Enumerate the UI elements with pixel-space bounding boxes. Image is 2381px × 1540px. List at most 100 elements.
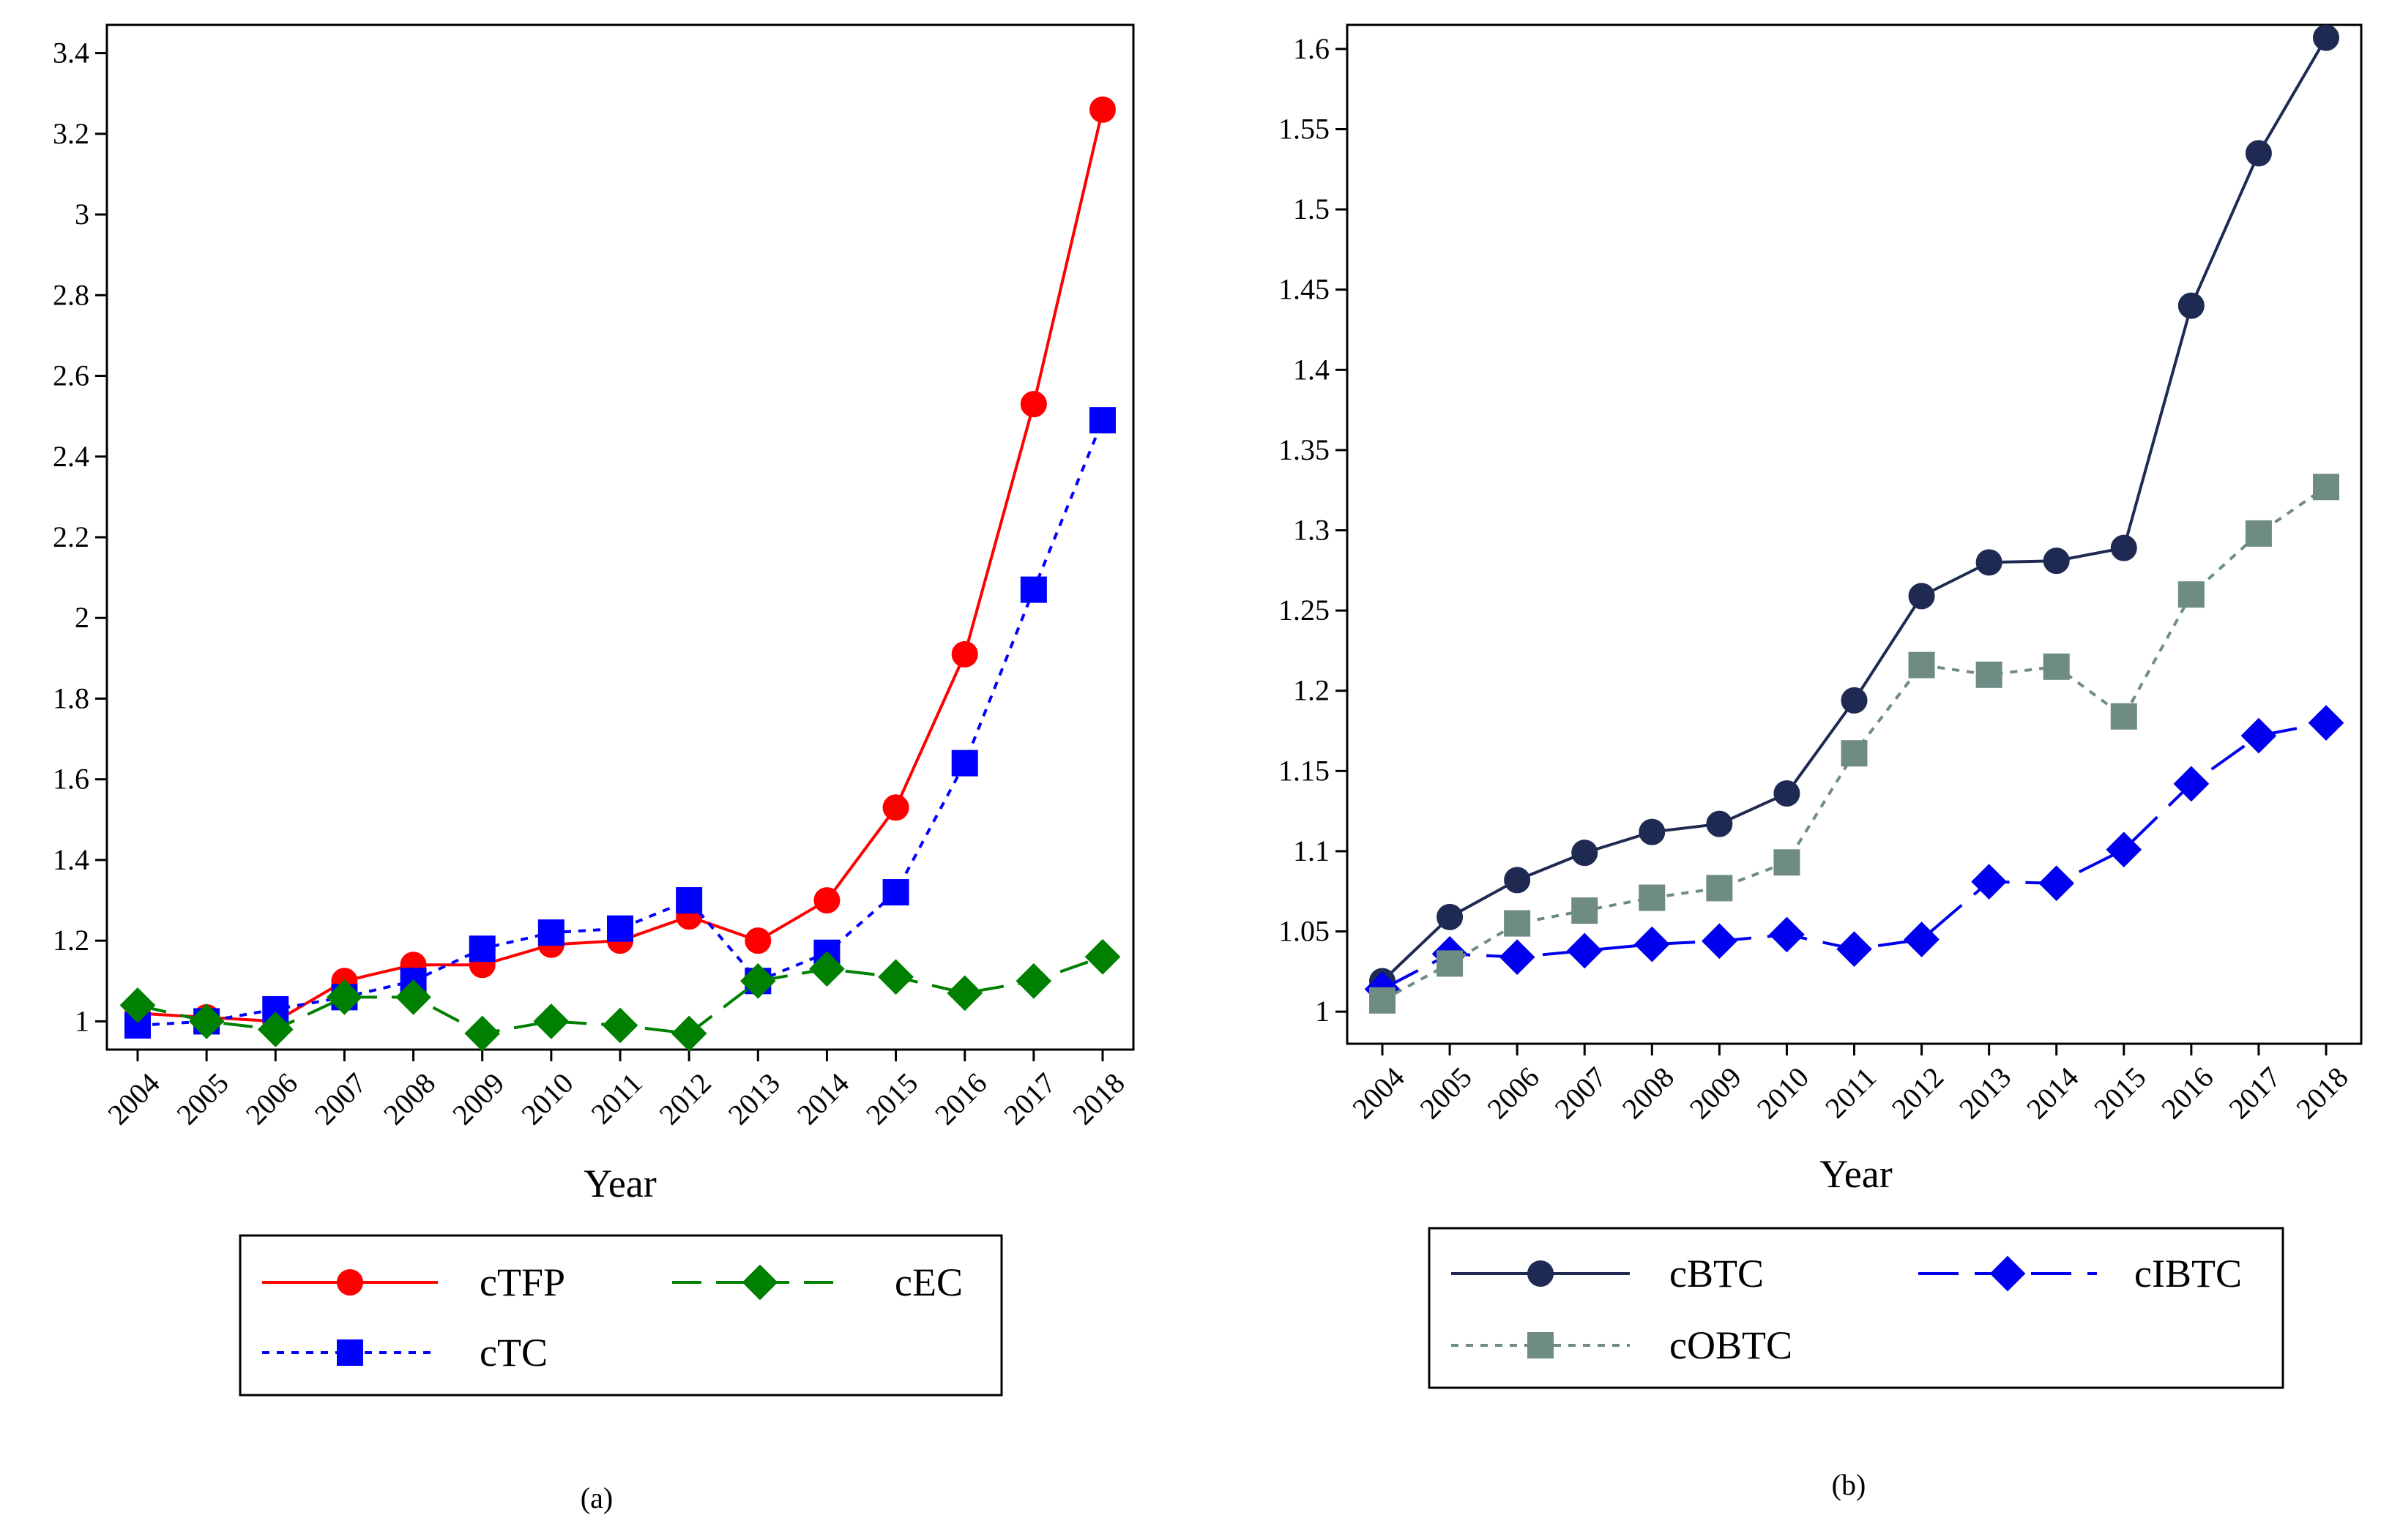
x-tick-label: 2018	[2289, 1061, 2354, 1125]
data-point-cIBTC	[1566, 932, 1603, 969]
y-tick-label: 2	[75, 601, 89, 634]
data-point-cTC	[882, 879, 909, 906]
legend-label-cTC: cTC	[480, 1331, 548, 1375]
data-point-cEC	[188, 1003, 225, 1039]
panel-b-x-ticks: 2004 2005 2006 2007 2008 2009 2010 2011 2012 2013…	[1346, 1044, 2355, 1125]
data-point-cOBTC	[1504, 910, 1531, 937]
data-point-cOBTC	[1841, 740, 1868, 767]
x-tick-label: 2015	[860, 1066, 924, 1131]
legend-label-cBTC: cBTC	[1669, 1252, 1764, 1296]
panel-a-legend-box	[239, 1234, 1003, 1397]
x-tick-label: 2004	[101, 1066, 165, 1131]
y-tick-label: 1.2	[53, 924, 89, 957]
data-point-cOBTC	[1908, 651, 1935, 679]
data-point-cOBTC	[1369, 987, 1396, 1014]
data-point-cIBTC	[1499, 939, 1535, 975]
panel-a-legend: cTFP cEC cTC	[262, 1260, 963, 1375]
panel-b-y-ticks: 1 1.05 1.1 1.15 1.2 1.25 1.3 1.35 1.4 1.45 1.5 1.55…	[1278, 32, 1347, 1028]
data-point-cBTC	[2177, 292, 2205, 319]
data-point-cIBTC	[2173, 766, 2210, 802]
data-point-cTC	[607, 915, 633, 942]
legend-marker-cTFP	[337, 1269, 363, 1296]
legend-label-cIBTC: cIBTC	[2134, 1252, 2242, 1296]
x-tick-label: 2018	[1066, 1066, 1130, 1131]
data-point-cEC	[1016, 962, 1052, 999]
data-point-cIBTC	[1836, 931, 1872, 968]
y-tick-label: 3	[75, 198, 89, 231]
data-point-cTC	[676, 887, 703, 914]
y-tick-label: 1.1	[1293, 834, 1330, 867]
x-tick-label: 2005	[1413, 1061, 1478, 1125]
data-point-cOBTC	[2313, 474, 2339, 501]
legend-marker-cOBTC	[1527, 1332, 1554, 1358]
legend-label-cOBTC: cOBTC	[1669, 1323, 1792, 1367]
y-tick-label: 1.15	[1278, 754, 1330, 787]
y-tick-label: 3.2	[53, 117, 89, 150]
data-point-cTFP	[813, 887, 841, 914]
x-tick-label: 2008	[1616, 1061, 1680, 1125]
y-tick-label: 1.4	[1293, 353, 1330, 386]
x-tick-label: 2015	[2087, 1061, 2152, 1125]
x-tick-label: 2009	[446, 1066, 510, 1131]
series-line-cBTC	[1381, 37, 2328, 982]
data-point-cBTC	[1571, 840, 1598, 867]
y-tick-label: 3.4	[53, 37, 89, 70]
y-tick-label: 1.45	[1278, 273, 1330, 306]
data-point-cIBTC	[1633, 926, 1670, 962]
data-point-cBTC	[1975, 549, 2002, 576]
y-tick-label: 1.3	[1293, 514, 1330, 547]
x-tick-label: 2012	[652, 1066, 717, 1131]
x-tick-label: 2008	[377, 1066, 441, 1131]
x-tick-label: 2007	[308, 1066, 373, 1131]
data-point-cEC	[395, 979, 431, 1015]
data-point-cIBTC	[1769, 916, 1805, 953]
data-point-cEC	[533, 1003, 570, 1039]
data-point-cTFP	[1020, 391, 1047, 418]
x-tick-label: 2017	[2222, 1061, 2287, 1125]
x-tick-label: 2013	[722, 1066, 786, 1131]
panel-a-plot-frame	[105, 23, 1135, 1051]
y-tick-label: 1.6	[1293, 32, 1330, 65]
x-tick-label: 2010	[515, 1066, 579, 1131]
data-point-cTFP	[882, 794, 909, 821]
panel-b-legend: cBTC cIBTC cOBTC	[1451, 1252, 2242, 1367]
y-tick-label: 1.8	[53, 681, 89, 714]
data-point-cOBTC	[2245, 520, 2272, 547]
data-point-cEC	[878, 959, 914, 995]
data-point-cBTC	[1504, 867, 1531, 894]
panel-b-caption: (b)	[1832, 1468, 1866, 1501]
data-point-cOBTC	[2177, 581, 2205, 608]
legend-marker-cTC	[337, 1339, 363, 1366]
panel-b-legend-box	[1428, 1227, 2284, 1389]
data-point-cBTC	[1841, 687, 1868, 714]
data-point-cTC	[537, 919, 564, 946]
x-tick-label: 2011	[584, 1066, 648, 1130]
panel-b-x-axis-title: Year	[1819, 1152, 1893, 1196]
panel-b-chart: 1 1.05 1.1 1.15 1.2 1.25 1.3 1.35 1.4 1.45 1.5 1.55…	[1278, 23, 2363, 1501]
y-tick-label: 2.2	[53, 520, 89, 553]
legend-label-cEC: cEC	[895, 1260, 963, 1304]
panel-a-series	[119, 96, 1121, 1052]
x-tick-label: 2006	[239, 1066, 304, 1131]
data-point-cIBTC	[1701, 923, 1737, 960]
data-point-cIBTC	[2038, 865, 2075, 902]
data-point-cEC	[671, 1015, 707, 1052]
x-tick-label: 2006	[1480, 1061, 1545, 1125]
data-point-cTC	[1089, 407, 1116, 434]
y-tick-label: 2.6	[53, 359, 89, 392]
data-point-cEC	[464, 1015, 501, 1052]
data-point-cEC	[327, 979, 362, 1015]
y-tick-label: 1.35	[1278, 433, 1330, 466]
y-tick-label: 2.4	[53, 440, 89, 473]
y-tick-label: 1.5	[1293, 192, 1330, 225]
data-point-cBTC	[1437, 903, 1464, 930]
panel-a-caption: (a)	[581, 1481, 613, 1514]
x-tick-label: 2017	[997, 1066, 1062, 1131]
data-point-cOBTC	[1706, 875, 1733, 902]
data-point-cBTC	[1706, 810, 1733, 837]
y-tick-label: 1.4	[53, 843, 89, 876]
x-tick-label: 2007	[1549, 1061, 1613, 1125]
x-tick-label: 2004	[1346, 1061, 1410, 1125]
y-tick-label: 1.05	[1278, 915, 1330, 948]
